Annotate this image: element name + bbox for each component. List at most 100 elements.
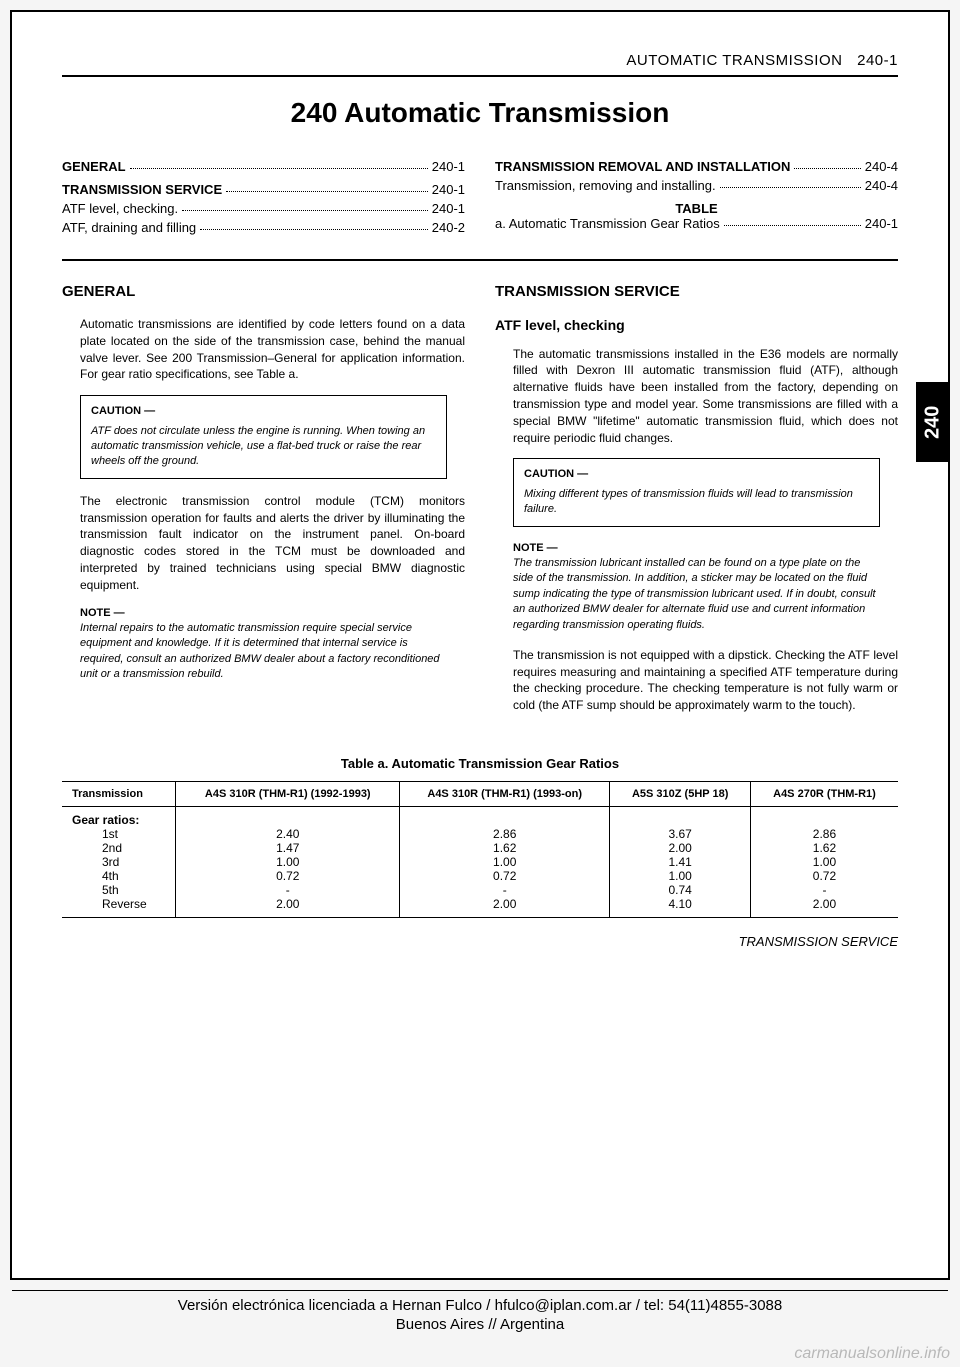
toc-dots — [794, 159, 860, 169]
gear-label: 2nd — [72, 841, 165, 855]
value: 2.86 — [761, 827, 888, 841]
header-label: AUTOMATIC TRANSMISSION — [626, 52, 842, 69]
data-cell: 3.67 2.00 1.41 1.00 0.74 4.10 — [610, 807, 751, 918]
table-body: Gear ratios: 1st 2nd 3rd 4th 5th Reverse… — [62, 807, 898, 918]
toc-entry: TRANSMISSION REMOVAL AND INSTALLATION 24… — [495, 159, 898, 174]
value: 1.47 — [186, 841, 389, 855]
value: 1.62 — [410, 841, 599, 855]
col-header: A5S 310Z (5HP 18) — [610, 782, 751, 807]
toc-table-heading: TABLE — [495, 201, 898, 216]
col-header: Transmission — [62, 782, 176, 807]
value: 0.74 — [620, 883, 740, 897]
toc-page: 240-2 — [432, 220, 465, 235]
toc-title: a. Automatic Transmission Gear Ratios — [495, 216, 720, 231]
value: 2.00 — [186, 897, 389, 911]
caution-text: ATF does not circulate unless the engine… — [91, 424, 436, 470]
table-header-row: Transmission A4S 310R (THM-R1) (1992-199… — [62, 782, 898, 807]
caution-title: CAUTION — — [524, 467, 869, 482]
value: 2.40 — [186, 827, 389, 841]
data-cell: 2.86 1.62 1.00 0.72 - 2.00 — [750, 807, 898, 918]
toc-group: TRANSMISSION SERVICE 240-1 ATF level, ch… — [62, 182, 465, 235]
gear-label: 4th — [72, 869, 165, 883]
toc-entry: TRANSMISSION SERVICE 240-1 — [62, 182, 465, 197]
value: 0.72 — [186, 869, 389, 883]
value: 1.00 — [761, 855, 888, 869]
col-header: A4S 310R (THM-R1) (1992-1993) — [176, 782, 400, 807]
section-heading-service: TRANSMISSION SERVICE — [495, 281, 898, 302]
toc-title: TRANSMISSION SERVICE — [62, 182, 222, 197]
caution-title: CAUTION — — [91, 404, 436, 419]
paragraph: The automatic transmissions installed in… — [513, 346, 898, 447]
row-header: Gear ratios: — [72, 813, 139, 827]
value: 4.10 — [620, 897, 740, 911]
gear-label: 1st — [72, 827, 165, 841]
toc-entry: a. Automatic Transmission Gear Ratios 24… — [495, 216, 898, 231]
paragraph: Automatic transmissions are identified b… — [80, 316, 465, 383]
toc-entry: ATF, draining and filling 240-2 — [62, 220, 465, 235]
toc-right-column: TRANSMISSION REMOVAL AND INSTALLATION 24… — [495, 159, 898, 239]
value: 2.00 — [410, 897, 599, 911]
subheading-atf: ATF level, checking — [495, 316, 898, 336]
toc-left-column: GENERAL 240-1 TRANSMISSION SERVICE 240-1… — [62, 159, 465, 239]
toc-dots — [130, 159, 428, 169]
side-tab: 240 — [916, 382, 950, 462]
license-line-2: Buenos Aires // Argentina — [12, 1316, 948, 1339]
caution-box: CAUTION — Mixing different types of tran… — [513, 458, 880, 526]
right-body-column: TRANSMISSION SERVICE ATF level, checking… — [495, 281, 898, 726]
value: 1.00 — [186, 855, 389, 869]
value: 2.86 — [410, 827, 599, 841]
toc-page: 240-1 — [865, 216, 898, 231]
value: - — [761, 883, 888, 897]
value: 2.00 — [620, 841, 740, 855]
row-label-cell: Gear ratios: 1st 2nd 3rd 4th 5th Reverse — [62, 807, 176, 918]
footer-section-label: TRANSMISSION SERVICE — [62, 934, 898, 949]
paragraph: The electronic transmission control modu… — [80, 493, 465, 594]
toc-title: GENERAL — [62, 159, 126, 174]
value: 1.41 — [620, 855, 740, 869]
license-line-1: Versión electrónica licenciada a Hernan … — [12, 1290, 948, 1316]
toc-page: 240-4 — [865, 178, 898, 193]
toc-title: Transmission, removing and installing. — [495, 178, 716, 193]
note-title: NOTE — — [80, 606, 447, 621]
paragraph: The transmission is not equipped with a … — [513, 647, 898, 714]
table-of-contents: GENERAL 240-1 TRANSMISSION SERVICE 240-1… — [62, 159, 898, 239]
toc-entry: ATF level, checking. 240-1 — [62, 201, 465, 216]
gear-label: 3rd — [72, 855, 165, 869]
toc-page: 240-1 — [432, 201, 465, 216]
toc-entry: GENERAL 240-1 — [62, 159, 465, 174]
toc-dots — [724, 216, 861, 226]
page-container: AUTOMATIC TRANSMISSION 240-1 240 Automat… — [10, 10, 950, 1280]
toc-title: ATF level, checking. — [62, 201, 178, 216]
left-body-column: GENERAL Automatic transmissions are iden… — [62, 281, 465, 726]
body-columns: GENERAL Automatic transmissions are iden… — [62, 281, 898, 726]
note-text: Internal repairs to the automatic transm… — [80, 621, 447, 683]
caution-text: Mixing different types of transmission f… — [524, 487, 869, 518]
data-cell: 2.86 1.62 1.00 0.72 - 2.00 — [400, 807, 610, 918]
watermark: carmanualsonline.info — [794, 1345, 950, 1363]
toc-dots — [200, 220, 428, 230]
toc-page: 240-1 — [432, 159, 465, 174]
col-header: A4S 310R (THM-R1) (1993-on) — [400, 782, 610, 807]
chapter-title: 240 Automatic Transmission — [62, 97, 898, 129]
value: 3.67 — [620, 827, 740, 841]
value: 2.00 — [761, 897, 888, 911]
section-heading-general: GENERAL — [62, 281, 465, 302]
gear-ratio-table: Transmission A4S 310R (THM-R1) (1992-199… — [62, 781, 898, 918]
toc-page: 240-1 — [432, 182, 465, 197]
value: 1.62 — [761, 841, 888, 855]
toc-title: ATF, draining and filling — [62, 220, 196, 235]
value: 0.72 — [761, 869, 888, 883]
toc-page: 240-4 — [865, 159, 898, 174]
col-header: A4S 270R (THM-R1) — [750, 782, 898, 807]
note-text: The transmission lubricant installed can… — [513, 556, 880, 633]
value: - — [410, 883, 599, 897]
caution-box: CAUTION — ATF does not circulate unless … — [80, 395, 447, 479]
table-row: Gear ratios: 1st 2nd 3rd 4th 5th Reverse… — [62, 807, 898, 918]
note-title: NOTE — — [513, 541, 880, 556]
value: 1.00 — [410, 855, 599, 869]
value: 0.72 — [410, 869, 599, 883]
toc-entry: Transmission, removing and installing. 2… — [495, 178, 898, 193]
toc-title: TRANSMISSION REMOVAL AND INSTALLATION — [495, 159, 790, 174]
value: - — [186, 883, 389, 897]
toc-dots — [720, 178, 861, 188]
